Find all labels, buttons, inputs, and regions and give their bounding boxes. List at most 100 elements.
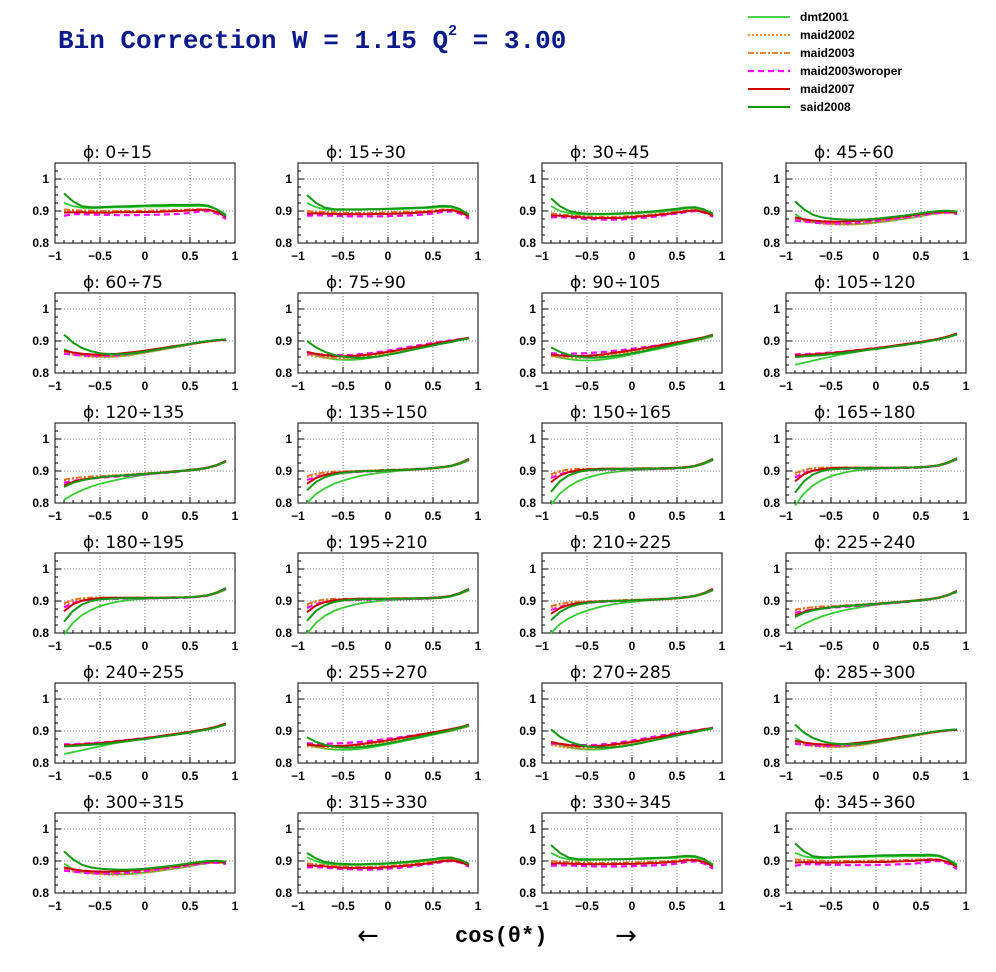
x-tick-label: 0 [629,249,636,263]
x-tick-label: 0.5 [913,249,930,263]
y-tick-label: 0.9 [32,854,49,868]
series-line-said2008 [306,852,470,866]
x-tick-label: 0 [629,379,636,393]
legend-label-maid2002: maid2002 [800,28,855,42]
series-line-maid2003woroper [550,860,714,870]
series-line-maid2007 [306,337,470,358]
y-tick-label: 0.8 [275,886,292,900]
x-tick-label: 0.5 [913,509,930,523]
y-tick-label: 1 [529,432,536,446]
series-line-said2008 [550,588,714,621]
x-tick-label: 1 [719,769,726,783]
x-tick-label: 0.5 [669,509,686,523]
x-tick-label: 0 [629,639,636,653]
series-line-said2008 [306,337,470,359]
y-tick-label: 1 [285,172,292,186]
x-tick-label: −0.5 [331,379,355,393]
series-line-said2008 [306,458,470,491]
x-tick-label: 0 [629,899,636,913]
x-tick-label: 0 [873,639,880,653]
y-tick-label: 1 [529,822,536,836]
x-tick-label: −0.5 [575,509,599,523]
panel-15: ϕ: 210÷225 −1 −0.5 0 0.5 1 0.8 0.9 1 [519,533,725,653]
panel-22: ϕ: 315÷330 −1 −0.5 0 0.5 1 0.8 0.9 1 [275,793,481,913]
x-tick-label: 0 [142,899,149,913]
series-line-said2008 [63,850,227,871]
y-tick-label: 1 [42,172,49,186]
panel-23: ϕ: 330÷345 −1 −0.5 0 0.5 1 0.8 0.9 1 [519,793,725,913]
series-line-maid2007 [550,727,714,748]
panel-title: ϕ: 30÷45 [570,143,650,163]
series-line-maid2007 [550,209,714,219]
series-line-said2008 [63,460,227,488]
series-line-maid2003woroper [306,210,470,220]
y-tick-label: 0.8 [763,236,780,250]
panel-16: ϕ: 225÷240 −1 −0.5 0 0.5 1 0.8 0.9 1 [763,533,969,653]
panel-title: ϕ: 270÷285 [570,663,672,683]
y-tick-label: 0.9 [763,334,780,348]
y-tick-label: 0.9 [519,334,536,348]
panel-5: ϕ: 60÷75 −1 −0.5 0 0.5 1 0.8 0.9 1 [32,273,238,393]
series-line-said2008 [550,727,714,749]
y-tick-label: 1 [773,302,780,316]
x-tick-label: −0.5 [331,769,355,783]
x-tick-label: 0.5 [913,379,930,393]
series-line-maid2003woroper [63,861,227,875]
y-tick-label: 0.9 [763,204,780,218]
y-tick-label: 0.9 [275,204,292,218]
figure-title: Bin Correction W = 1.15 Q2 = 3.00 [58,23,566,56]
x-tick-label: 0.5 [182,639,199,653]
panel-2: ϕ: 15÷30 −1 −0.5 0 0.5 1 0.8 0.9 1 [275,143,481,263]
series-line-said2008 [306,588,470,622]
x-tick-label: 1 [963,379,970,393]
x-tick-label: 0 [385,509,392,523]
x-tick-label: 0 [385,899,392,913]
panel-9: ϕ: 120÷135 −1 −0.5 0 0.5 1 0.8 0.9 1 [32,403,238,523]
panel-6: ϕ: 75÷90 −1 −0.5 0 0.5 1 0.8 0.9 1 [275,273,481,393]
x-tick-label: 1 [719,509,726,523]
x-tick-label: −1 [48,639,62,653]
y-tick-label: 0.8 [519,236,536,250]
panel-11: ϕ: 150÷165 −1 −0.5 0 0.5 1 0.8 0.9 1 [519,403,725,523]
x-tick-label: 0 [142,769,149,783]
panel-title: ϕ: 15÷30 [326,143,406,163]
series-line-maid2007 [63,208,227,218]
panel-24: ϕ: 345÷360 −1 −0.5 0 0.5 1 0.8 0.9 1 [763,793,969,913]
x-tick-label: 1 [719,639,726,653]
series-line-maid2003woroper [550,726,714,747]
panel-title: ϕ: 225÷240 [814,533,916,553]
x-tick-label: 0.5 [182,379,199,393]
x-tick-label: −1 [291,249,305,263]
x-tick-label: 1 [719,249,726,263]
x-tick-label: 1 [232,249,239,263]
y-tick-label: 1 [42,432,49,446]
y-tick-label: 0.9 [32,724,49,738]
y-tick-label: 0.9 [275,594,292,608]
x-tick-label: 1 [475,509,482,523]
y-tick-label: 0.9 [519,724,536,738]
x-tick-label: 0 [385,639,392,653]
series-line-said2008 [63,333,227,356]
panel-title: ϕ: 345÷360 [814,793,916,813]
y-tick-label: 0.9 [763,464,780,478]
x-tick-label: −0.5 [88,899,112,913]
y-tick-label: 0.8 [32,496,49,510]
x-tick-label: 1 [232,899,239,913]
x-tick-label: 0.5 [669,639,686,653]
x-tick-label: −0.5 [575,379,599,393]
x-tick-label: −0.5 [819,249,843,263]
x-tick-label: 0.5 [669,769,686,783]
panel-title: ϕ: 300÷315 [83,793,185,813]
panel-title: ϕ: 120÷135 [83,403,185,423]
x-tick-label: 0.5 [425,639,442,653]
y-tick-label: 0.8 [519,626,536,640]
y-tick-label: 0.8 [763,756,780,770]
x-axis-arrow-left: ← [357,921,379,951]
x-tick-label: −0.5 [331,249,355,263]
x-tick-label: 0.5 [669,249,686,263]
y-tick-label: 1 [529,562,536,576]
series-line-maid2003 [63,460,227,481]
y-tick-label: 0.8 [519,496,536,510]
series-line-maid2003woroper [306,336,470,357]
x-tick-label: 1 [963,509,970,523]
